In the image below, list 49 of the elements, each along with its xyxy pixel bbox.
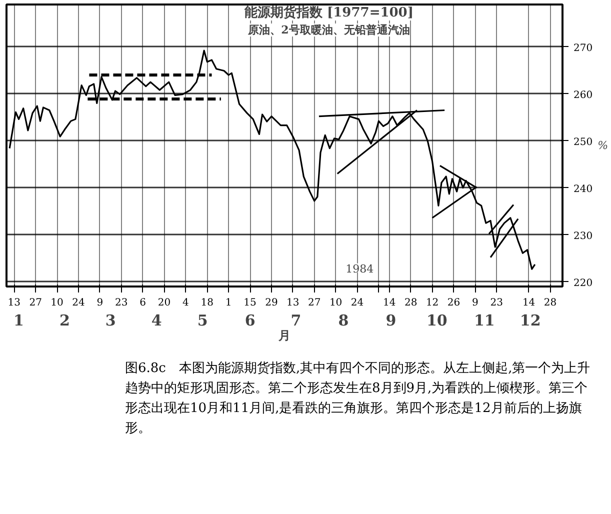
y-axis-title: % xyxy=(598,139,608,152)
x-tick-label: 27 xyxy=(29,298,42,308)
y-tick-label: 250 xyxy=(574,136,593,148)
x-tick-label: 24 xyxy=(72,298,85,308)
y-tick-label: 270 xyxy=(574,42,593,54)
x-tick-label: 26 xyxy=(447,298,460,308)
x2-tick-label: 12 xyxy=(520,312,541,330)
annotation: 1984 xyxy=(346,262,374,276)
x-tick-label: 9 xyxy=(472,298,478,308)
x-tick-label: 13 xyxy=(286,298,300,308)
x-tick-label: 27 xyxy=(308,298,321,308)
text: 原油、2号取暖油、无铅普通汽油 xyxy=(247,24,410,36)
x-tick-label: 4 xyxy=(182,298,189,308)
caption: 图6.8c 本图为能源期货指数,其中有四个不同的形态。从左上侧起,第一个为上升趋势中的矩形巩固形态。第二个形态发生在8月到9月,为看跌的上倾楔形。第三个形态出现在10月和11月间,是看跌的三角旗形。第四个形态是12月前后的上扬旗形。 xyxy=(125,360,592,438)
x2-tick-label: 3 xyxy=(105,312,116,330)
x-tick-label: 28 xyxy=(544,298,557,308)
x-tick-label: 6 xyxy=(140,298,146,308)
x2-tick-label: 8 xyxy=(338,312,349,330)
x-tick-label: 13 xyxy=(8,298,21,308)
x2-tick-label: 11 xyxy=(474,312,495,330)
x-tick-label: 28 xyxy=(404,298,418,308)
x-tick-label: 23 xyxy=(490,298,504,308)
x-tick-label: 9 xyxy=(96,298,104,308)
x2-tick-label: 9 xyxy=(386,312,396,330)
y-tick-label: 260 xyxy=(574,90,593,101)
chart-title: 能源期货指数 [1977=100] xyxy=(244,4,414,20)
x-tick-label: 15 xyxy=(244,298,256,308)
x2-tick-label: 6 xyxy=(244,312,256,330)
y-tick-label: 220 xyxy=(574,278,593,289)
x2-tick-label: 2 xyxy=(59,312,70,330)
x2-tick-label: 1 xyxy=(14,312,24,330)
x-tick-label: 23 xyxy=(115,298,128,308)
y-tick-label: 230 xyxy=(574,230,593,242)
x-tick-label: 14 xyxy=(383,298,396,308)
x-tick-label: 14 xyxy=(522,298,536,308)
x-tick-label: 20 xyxy=(158,298,171,308)
x2-tick-label: 4 xyxy=(151,312,162,330)
x2-tick-label: 5 xyxy=(197,312,208,330)
y-tick-label: 240 xyxy=(574,184,593,195)
x-tick-label: 10 xyxy=(329,298,342,308)
x-tick-label: 12 xyxy=(426,298,439,308)
x-tick-label: 18 xyxy=(200,298,214,308)
x2-tick-label: 7 xyxy=(290,312,302,330)
x-tick-label: 1 xyxy=(225,298,232,308)
x-tick-label: 24 xyxy=(350,298,364,308)
x2-axis-title: 月 xyxy=(278,328,290,342)
x2-tick-label: 10 xyxy=(426,312,448,330)
x-tick-label: 10 xyxy=(50,298,64,308)
x-tick-label: 29 xyxy=(265,298,278,308)
